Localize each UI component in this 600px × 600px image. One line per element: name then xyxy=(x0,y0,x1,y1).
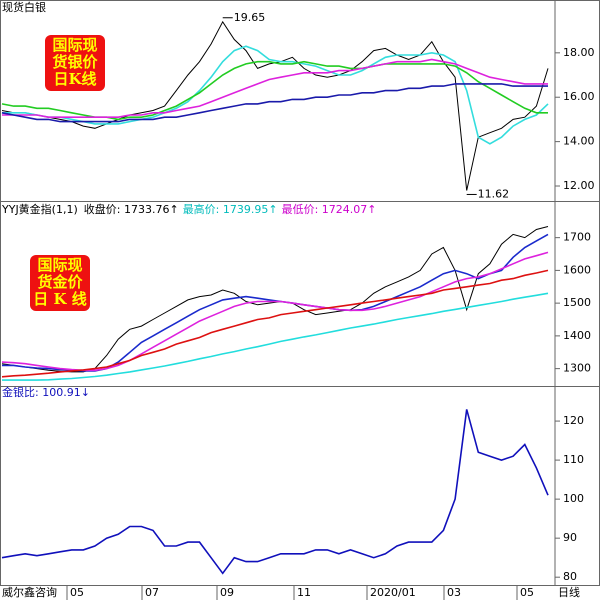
y-tick-label: 18.00 xyxy=(563,46,595,59)
x-tick-label: 03 xyxy=(447,586,461,599)
badge-text: 货银价 xyxy=(52,53,98,71)
y-tick-label: 1700 xyxy=(563,231,591,244)
x-tick-label: 2020/01 xyxy=(370,586,416,599)
y-tick-label: 16.00 xyxy=(563,90,595,103)
y-tick-label: 1300 xyxy=(563,362,591,375)
badge-text: 国际现 xyxy=(52,36,97,54)
y-tick-label: 100 xyxy=(563,492,584,505)
y-tick-label: 1600 xyxy=(563,263,591,276)
panel-title: YYJ黄金指(1,1) xyxy=(1,202,78,216)
y-tick-label: 14.00 xyxy=(563,135,595,148)
readout: 最高价: 1739.95↑ xyxy=(183,202,278,216)
y-tick-label: 1500 xyxy=(563,296,591,309)
y-tick-label: 1400 xyxy=(563,329,591,342)
series-line xyxy=(1,269,549,378)
y-tick-label: 90 xyxy=(563,531,577,544)
panel-title: 金银比: 100.91↓ xyxy=(2,385,90,399)
badge-text: 国际现 xyxy=(37,256,82,274)
x-tick-label: 05 xyxy=(520,586,534,599)
series-line xyxy=(1,251,549,372)
badge-box xyxy=(30,255,90,311)
x-tick-label: 05 xyxy=(70,586,84,599)
x-tick-label: 11 xyxy=(297,586,311,599)
readout: 最低价: 1724.07↑ xyxy=(282,203,377,216)
x-tick-label: 日线 xyxy=(558,585,580,599)
y-tick-label: 110 xyxy=(563,453,584,466)
readout: 收盘价: 1733.76↑ xyxy=(84,202,179,216)
badge-text: 日K线 xyxy=(53,70,96,88)
annotation: 19.65 xyxy=(234,11,265,24)
x-tick-label: 07 xyxy=(145,586,159,599)
badge-box xyxy=(45,35,105,91)
y-tick-label: 80 xyxy=(563,570,577,583)
annotation: 11.62 xyxy=(478,187,510,200)
badge-text: 日 K 线 xyxy=(33,290,86,308)
y-tick-label: 12.00 xyxy=(563,179,595,192)
x-tick-label: 09 xyxy=(220,586,234,599)
panel-title: 现货白银 xyxy=(2,0,46,14)
series-line xyxy=(1,409,549,575)
series-line xyxy=(2,292,549,381)
badge-text: 货金价 xyxy=(37,273,83,291)
x-tick-label: 威尔鑫咨询 xyxy=(2,585,57,599)
series-line xyxy=(2,58,548,118)
y-tick-label: 120 xyxy=(563,414,584,427)
series-line xyxy=(1,83,548,123)
